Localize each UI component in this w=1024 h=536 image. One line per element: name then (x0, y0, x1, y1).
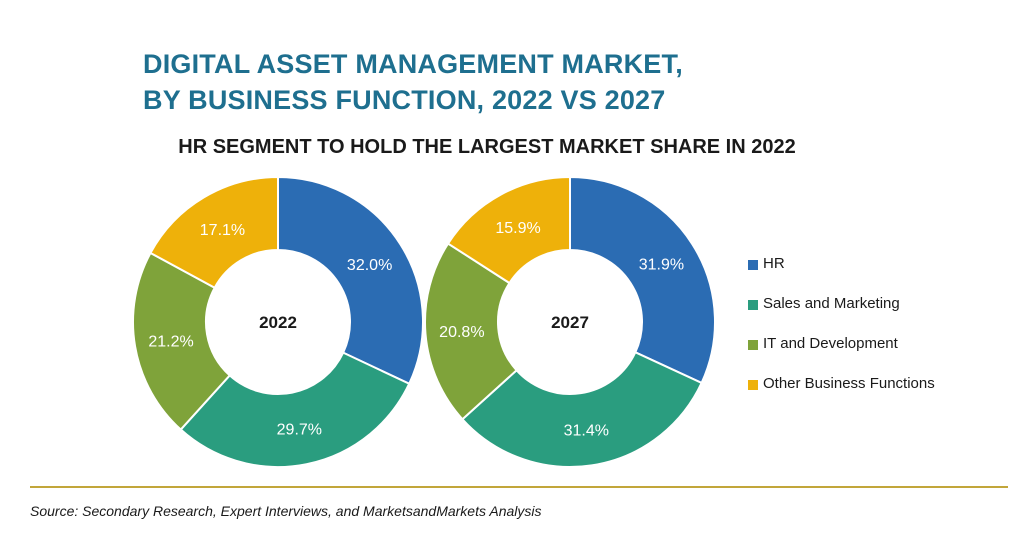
donut-slice-hr (569, 175, 716, 385)
donut-chart-2022: 32.0% 29.7% 21.2% 17.1% 2022 (132, 175, 424, 468)
chart-title-line-2: BY BUSINESS FUNCTION, 2022 VS 2027 (143, 85, 666, 115)
donut-slice-it-and-development (132, 251, 232, 431)
legend-item: Other Business Functions (748, 375, 935, 415)
legend-item: Sales and Marketing (748, 295, 935, 335)
footer-divider (30, 486, 1008, 488)
legend-item: IT and Development (748, 335, 935, 375)
legend-label: Sales and Marketing (763, 295, 900, 312)
chart-title-line-1: DIGITAL ASSET MANAGEMENT MARKET, (143, 49, 683, 79)
legend: HR Sales and Marketing IT and Development O… (748, 255, 935, 415)
donut-slice-other-business-functions (446, 175, 571, 285)
slice-value-label: 21.2% (148, 333, 193, 350)
donut-slice-it-and-development (424, 242, 519, 421)
legend-swatch (748, 300, 758, 310)
legend-swatch (748, 380, 758, 390)
donut-center-year: 2022 (259, 313, 297, 332)
slice-value-label: 29.7% (277, 421, 322, 438)
donut-chart-2027: 31.9% 31.4% 20.8% 15.9% 2027 (424, 175, 716, 468)
slice-value-label: 32.0% (347, 257, 392, 274)
donut-slice-sales-and-marketing (461, 350, 703, 468)
legend-label: HR (763, 255, 785, 272)
legend-item: HR (748, 255, 935, 295)
legend-swatch (748, 340, 758, 350)
legend-label: Other Business Functions (763, 375, 935, 392)
chart-subtitle: HR SEGMENT TO HOLD THE LARGEST MARKET SH… (178, 136, 796, 158)
slice-value-label: 20.8% (439, 324, 484, 341)
legend-label: IT and Development (763, 335, 898, 352)
slice-value-label: 31.4% (564, 422, 609, 439)
donut-slice-other-business-functions (149, 175, 279, 290)
donut-center-year: 2027 (551, 313, 589, 332)
slice-value-label: 31.9% (639, 257, 684, 274)
source-note: Source: Secondary Research, Expert Inter… (30, 503, 542, 519)
slice-value-label: 15.9% (495, 220, 540, 237)
legend-swatch (748, 260, 758, 270)
donut-slice-sales-and-marketing (179, 351, 411, 468)
slice-value-label: 17.1% (200, 222, 245, 239)
chart-title: DIGITAL ASSET MANAGEMENT MARKET, BY BUSI… (143, 46, 683, 118)
donut-slice-hr (277, 175, 424, 386)
